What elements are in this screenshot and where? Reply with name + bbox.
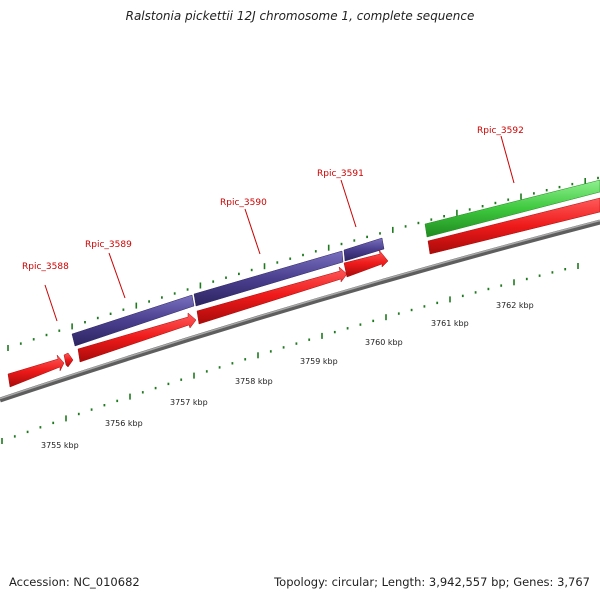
leader-line-rpic-3589 bbox=[108, 252, 126, 299]
gene-label-rpic-3588[interactable]: Rpic_3588 bbox=[22, 262, 69, 272]
purple-feature-rpic-3591[interactable] bbox=[343, 237, 385, 262]
kbp-label-3755: 3755 kbp bbox=[41, 441, 79, 450]
kbp-label-3762: 3762 kbp bbox=[496, 301, 534, 310]
kbp-label-3761: 3761 kbp bbox=[431, 319, 469, 328]
leader-line-rpic-3592 bbox=[500, 135, 515, 184]
leader-line-rpic-3590 bbox=[244, 208, 261, 255]
gene-label-rpic-3592[interactable]: Rpic_3592 bbox=[477, 126, 524, 136]
chromosome-backbone-highlight bbox=[0, 219, 600, 400]
gene-label-rpic-3590[interactable]: Rpic_3590 bbox=[220, 198, 267, 208]
gene-label-rpic-3591[interactable]: Rpic_3591 bbox=[317, 169, 364, 179]
map-title: Ralstonia pickettii 12J chromosome 1, co… bbox=[125, 9, 475, 23]
kbp-label-3760: 3760 kbp bbox=[365, 338, 403, 347]
chromosome-backbone bbox=[0, 219, 600, 403]
green-feature-rpic-3592[interactable] bbox=[424, 179, 600, 238]
purple-feature-rpic-3590[interactable] bbox=[193, 250, 344, 307]
cds-arrow-rpic-3590[interactable] bbox=[196, 266, 348, 325]
cds-arrow-rpic-3591[interactable] bbox=[343, 249, 389, 278]
kbp-label-3759: 3759 kbp bbox=[300, 357, 338, 366]
upper-tick-row bbox=[7, 176, 599, 351]
kbp-label-3757: 3757 kbp bbox=[170, 398, 208, 407]
lower-tick-row bbox=[1, 263, 579, 444]
kbp-label-3758: 3758 kbp bbox=[235, 377, 273, 386]
leader-line-rpic-3588 bbox=[44, 284, 58, 322]
cds-arrow-rpic-3588[interactable] bbox=[7, 354, 65, 388]
gene-label-rpic-3589[interactable]: Rpic_3589 bbox=[85, 240, 132, 250]
cds-arrow-rpic-3589[interactable] bbox=[77, 312, 197, 363]
accession-text: Accession: NC_010682 bbox=[9, 575, 140, 589]
cds-arrow-rpic-3592[interactable] bbox=[427, 197, 600, 255]
cds-arrow-rpic-3588-fragment[interactable] bbox=[63, 352, 74, 368]
kbp-label-3756: 3756 kbp bbox=[105, 419, 143, 428]
purple-feature-rpic-3589[interactable] bbox=[71, 294, 195, 347]
leader-line-rpic-3591 bbox=[340, 179, 357, 228]
topology-summary-text: Topology: circular; Length: 3,942,557 bp… bbox=[274, 575, 590, 589]
